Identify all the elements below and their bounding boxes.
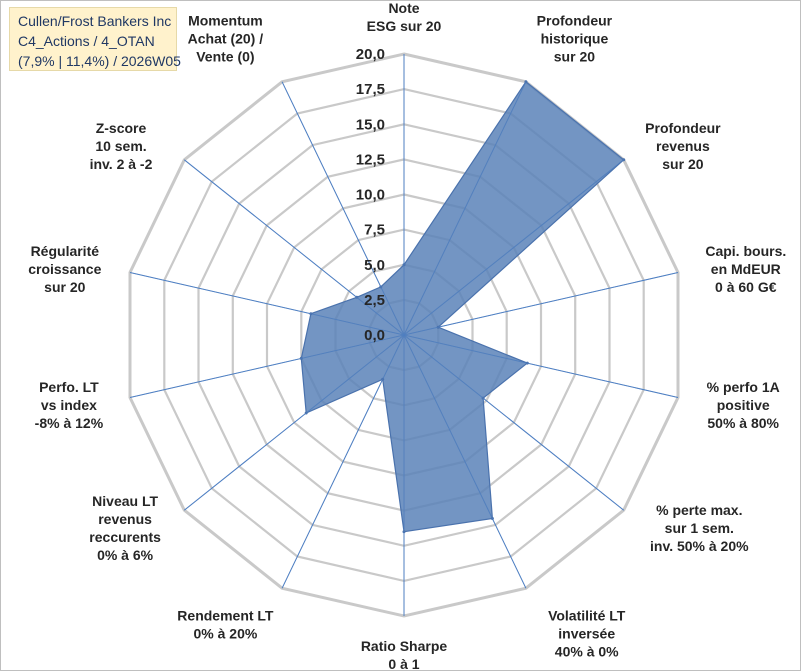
tick-label: 5,0 [364,257,385,274]
category-label-line: 40% à 0% [555,644,619,660]
category-label-line: Note [388,1,419,16]
category-label-line: inv. 2 à -2 [90,156,153,172]
category-label-line: sur 1 sem. [665,520,734,536]
category-label-line: Vente (0) [196,48,254,64]
category-label: % perfo 1A positive 50% à 80% [707,379,780,431]
category-label-line: positive [717,397,770,413]
category-label-line: ESG sur 20 [367,18,442,34]
axis-spoke-overlay [129,272,405,336]
category-label: Rendement LT 0% à 20% [177,608,274,642]
category-label-line: 10 sem. [95,138,146,154]
category-label-line: Momentum [188,12,263,28]
category-label: Volatilité LT inversée 40% à 0% [548,608,626,660]
category-label: Note ESG sur 20 [367,1,442,34]
axis-spoke-overlay [184,159,405,336]
axis-spoke-overlay [403,334,679,398]
tick-label: 20,0 [356,46,385,63]
category-label-line: sur 20 [554,48,595,64]
title-line-stats: (7,9% | 11,4%) / 2026W05 [18,53,181,69]
category-label-line: vs index [41,397,97,413]
axis-spoke-overlay [281,334,405,589]
axis-spoke-overlay [184,334,405,511]
category-label-line: Profondeur [537,12,613,28]
chart-title-box: Cullen/Frost Bankers Inc C4_Actions / 4_… [9,7,181,71]
axis-spoke-overlay [403,334,527,589]
tick-label: 12,5 [356,151,385,168]
category-label: % perte max. sur 1 sem. inv. 50% à 20% [650,502,749,554]
category-label-line: Régularité [31,243,100,259]
category-label-line: croissance [28,261,101,277]
title-line-category: C4_Actions / 4_OTAN [18,33,155,49]
category-label-line: Niveau LT [92,493,158,509]
category-label-line: revenus [656,138,710,154]
category-label-line: Volatilité LT [548,608,626,624]
category-label: Z-score 10 sem. inv. 2 à -2 [90,120,153,172]
category-label-line: Z-score [96,120,147,136]
category-label-line: inv. 50% à 20% [650,538,749,554]
category-label: Momentum Achat (20) / Vente (0) [188,12,264,64]
tick-label: 15,0 [356,116,385,133]
tick-label: 17,5 [356,81,385,98]
category-label-line: % perte max. [656,502,742,518]
tick-label: 7,5 [364,222,385,239]
category-label-line: Achat (20) / [188,30,264,46]
category-label: Profondeur revenus sur 20 [645,120,721,172]
category-label-line: en MdEUR [711,261,781,277]
category-label-line: reccurents [89,529,161,545]
category-label-line: Capi. bours. [705,243,786,259]
category-label-line: historique [541,30,609,46]
axis-spoke-overlay [403,334,624,511]
category-label-line: % perfo 1A [707,379,780,395]
category-label-line: sur 20 [44,279,85,295]
category-label-line: revenus [98,511,152,527]
category-label-line: sur 20 [662,156,703,172]
title-line-company: Cullen/Frost Bankers Inc [18,13,172,29]
axis-spoke-overlay [129,334,405,398]
category-label-line: 50% à 80% [707,415,779,431]
category-label: Régularité croissance sur 20 [28,243,101,295]
category-label-line: Rendement LT [177,608,274,624]
category-label: Perfo. LT vs index -8% à 12% [35,379,104,431]
category-label: Profondeur historique sur 20 [537,12,613,64]
tick-label: 2,5 [364,292,385,309]
axis-spoke-overlay [403,272,679,336]
axis-spoke-overlay [281,81,405,336]
category-label-line: 0% à 6% [97,547,154,563]
category-label: Ratio Sharpe 0 à 1 [361,638,448,670]
category-label-line: Ratio Sharpe [361,638,448,654]
category-label-line: -8% à 12% [35,415,104,431]
category-label: Capi. bours. en MdEUR 0 à 60 G€ [705,243,786,295]
category-label-line: Perfo. LT [39,379,99,395]
category-label-line: 0% à 20% [193,626,257,642]
category-label-line: 0 à 60 G€ [715,279,777,295]
category-label-line: 0 à 1 [388,656,419,670]
axis-spoke-overlay [403,159,624,336]
category-label-line: inversée [558,626,615,642]
axis-spoke-overlay [403,81,527,336]
tick-label: 10,0 [356,187,385,204]
tick-label: 0,0 [364,327,385,344]
category-label: Niveau LT revenus reccurents 0% à 6% [89,493,161,563]
category-label-line: Profondeur [645,120,721,136]
